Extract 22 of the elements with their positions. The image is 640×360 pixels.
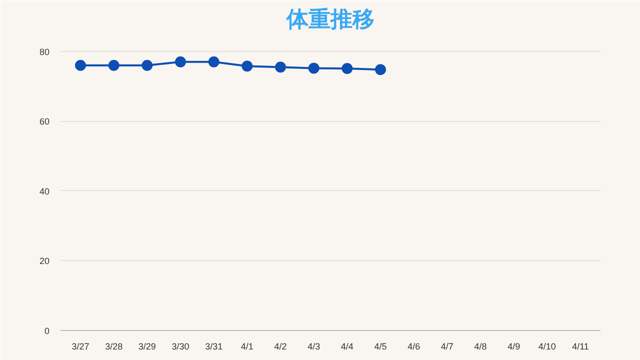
y-tick-label: 20 [39,256,50,266]
y-tick-label: 40 [39,186,50,196]
chart-title: 体重推移 [286,8,374,32]
x-tick-label: 4/6 [408,342,420,352]
x-tick-label: 4/2 [274,342,287,352]
x-tick-label: 3/30 [172,342,190,352]
x-tick-label: 3/28 [105,342,123,352]
x-tick-label: 3/31 [205,342,223,352]
x-tick-label: 3/29 [138,342,156,352]
x-tick-label: 4/10 [538,342,556,352]
x-tick-label: 4/8 [474,342,487,352]
y-tick-label: 0 [44,326,50,336]
x-tick-label: 3/27 [72,342,90,352]
x-tick-label: 4/5 [374,342,387,352]
x-tick-label: 4/11 [572,342,589,352]
x-tick-label: 4/1 [240,342,254,352]
x-tick-label: 4/9 [508,342,520,352]
x-tick-label: 4/7 [440,342,454,352]
y-tick-label: 60 [39,116,50,127]
y-tick-label: 80 [39,46,50,57]
x-tick-label: 4/4 [340,342,354,352]
x-tick-label: 4/3 [308,342,320,352]
